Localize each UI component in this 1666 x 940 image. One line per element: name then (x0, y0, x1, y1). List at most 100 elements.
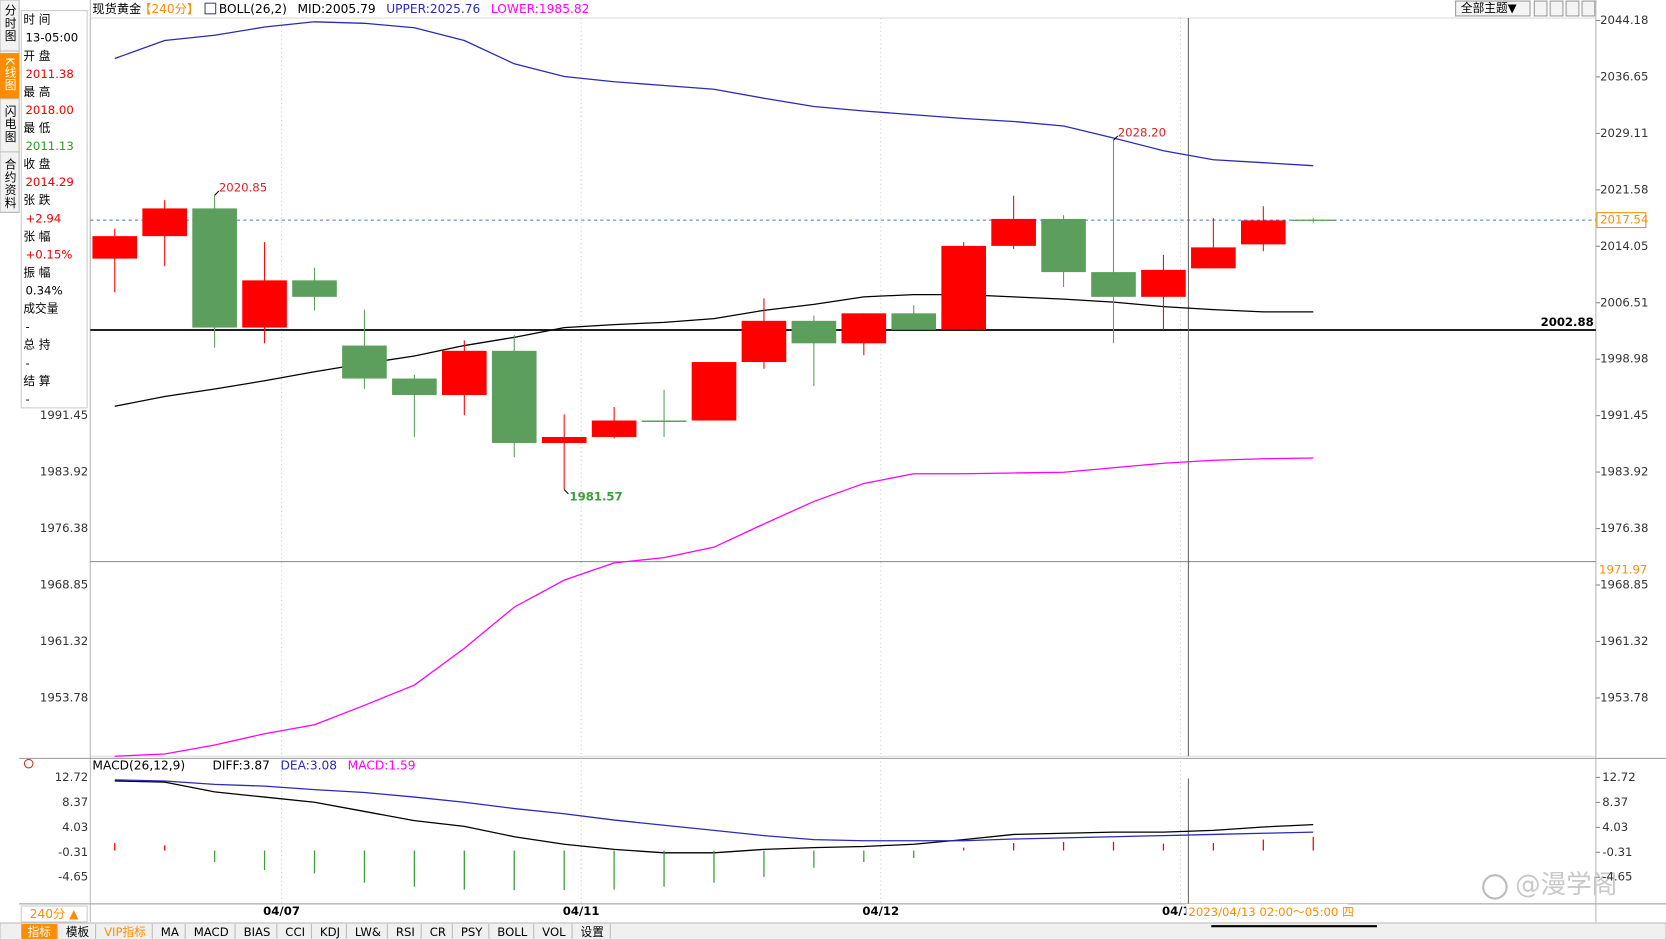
cursor-label: 2023/04/13 02:00～05:00 四 (1188, 905, 1353, 919)
candle-body (541, 436, 587, 443)
toolbar-tab-bg[interactable] (278, 924, 312, 939)
toolbar-tab[interactable]: BOLL (497, 925, 527, 939)
info-label: 最 高 (23, 85, 50, 99)
info-value: 13-05:00 (25, 31, 78, 45)
theme-button-label[interactable]: 全部主题▼ (1461, 1, 1517, 15)
toolbar-tab-bg[interactable] (423, 924, 453, 939)
band-line (114, 457, 1314, 757)
y-tick-label-left: 1991.45 (40, 408, 88, 422)
candle-body (192, 208, 237, 328)
toolbar-tab[interactable]: 设置 (581, 925, 605, 939)
macd-title: MACD(26,12,9) (92, 758, 185, 772)
toolbar-tab-bg[interactable] (59, 924, 96, 939)
toolbar-tab-bg[interactable] (389, 924, 422, 939)
period-button-label[interactable]: 240分 ▲ (30, 907, 79, 921)
toolbar-tab[interactable]: 指标 (28, 925, 52, 939)
info-label: 结 算 (23, 374, 50, 388)
side-tab[interactable]: 分时图 (3, 4, 17, 42)
info-value: 2018.00 (25, 103, 73, 117)
toolbar-tab[interactable]: BIAS (244, 925, 271, 939)
legend-item: DEA:3.08 (281, 758, 338, 772)
y-tick-label: 2006.51 (1600, 295, 1648, 309)
toolbar-tab-bg[interactable] (21, 924, 58, 939)
y-tick-label-left: 1983.92 (40, 465, 88, 479)
icon-button[interactable] (1533, 0, 1548, 17)
y-tick-label: 2044.18 (1600, 13, 1648, 27)
theme-button[interactable] (1455, 0, 1531, 17)
icon-button[interactable] (1581, 0, 1596, 17)
toolbar-tab[interactable]: KDJ (320, 925, 340, 939)
settings-icon[interactable] (23, 758, 34, 769)
side-tab[interactable]: 闪电图 (3, 104, 17, 143)
y-tick-label-left: 1976.38 (40, 521, 88, 535)
y-tick-label-left: 4.03 (62, 820, 88, 834)
info-value: +2.94 (25, 211, 61, 225)
info-label: 振 幅 (23, 265, 50, 279)
toolbar-tab-bg[interactable] (490, 924, 534, 939)
icon-button[interactable] (1565, 0, 1580, 17)
toolbar-tab[interactable]: CCI (285, 925, 305, 939)
info-label: 成交量 (23, 302, 58, 316)
side-tab[interactable]: 合约资料 (3, 158, 17, 210)
watermark-icon (1482, 874, 1508, 900)
x-tick-label: 04/07 (263, 904, 300, 918)
info-label: 最 低 (23, 121, 50, 135)
toolbar-tab-bg[interactable] (454, 924, 489, 939)
y-tick-label: -4.65 (1602, 870, 1632, 884)
candle-body (691, 362, 737, 421)
toolbar-tab-bg[interactable] (574, 924, 611, 939)
toolbar-tab[interactable]: 模板 (66, 925, 90, 939)
candle-body (292, 280, 337, 297)
toolbar-tab-bg[interactable] (187, 924, 236, 939)
toolbar-tab-bg[interactable] (313, 924, 347, 939)
y-tick-label: 1953.78 (1600, 690, 1648, 704)
y-tick-label: -0.31 (1602, 845, 1632, 859)
candle-body (342, 345, 387, 379)
support-label: 2002.88 (1541, 315, 1594, 329)
indicator-title: BOLL(26,2) (219, 2, 287, 16)
y-tick-label: 1998.98 (1600, 352, 1648, 366)
candle-body (1091, 272, 1136, 297)
toolbar-tab[interactable]: CR (430, 925, 446, 939)
toolbar-tab[interactable]: VIP指标 (104, 925, 146, 939)
toolbar-tab-bg[interactable] (237, 924, 277, 939)
y-tick-label: 2014.05 (1600, 239, 1648, 253)
low-marker (563, 489, 569, 495)
high-marker (214, 190, 220, 196)
toolbar-tab[interactable]: VOL (542, 925, 566, 939)
toolbar-tab[interactable]: PSY (461, 925, 483, 939)
toolbar-tab-bg[interactable] (535, 924, 573, 939)
y-tick-label: 1961.32 (1600, 634, 1648, 648)
x-tick-label: 04/11 (563, 904, 600, 918)
y-tick-label-left: -0.31 (58, 845, 88, 859)
toolbar-tab[interactable]: LW& (355, 925, 381, 939)
toolbar-tab[interactable]: MACD (194, 925, 229, 939)
toolbar-tab[interactable]: RSI (396, 925, 415, 939)
side-tab[interactable]: K线图 (3, 57, 17, 91)
candle-body (1290, 219, 1336, 221)
level-label: 1971.97 (1599, 563, 1647, 577)
candle-body (392, 378, 437, 396)
candle-body (242, 280, 287, 328)
indicator-icon[interactable] (204, 2, 217, 15)
candle-body (491, 350, 537, 443)
info-label: 张 幅 (23, 229, 50, 243)
candle-body (991, 218, 1036, 246)
info-label: 收 盘 (23, 157, 50, 171)
toolbar-tab-bg[interactable] (348, 924, 388, 939)
y-tick-label-left: 1961.32 (40, 634, 88, 648)
y-tick-label: 2021.58 (1600, 182, 1648, 196)
toolbar-tab-bg[interactable] (154, 924, 186, 939)
candle-body (442, 350, 487, 396)
instrument: 现货黄金 (92, 1, 141, 16)
high-label: 2028.20 (1118, 125, 1166, 139)
toolbar-tab[interactable]: MA (161, 925, 179, 939)
legend-item: MID:2005.79 (298, 2, 376, 16)
x-tick-label: 04/12 (862, 904, 899, 918)
candle-body (92, 236, 138, 259)
toolbar-tab-bg[interactable] (97, 924, 153, 939)
period-button[interactable] (20, 905, 88, 923)
icon-button[interactable] (1549, 0, 1564, 17)
info-value: - (25, 392, 29, 406)
